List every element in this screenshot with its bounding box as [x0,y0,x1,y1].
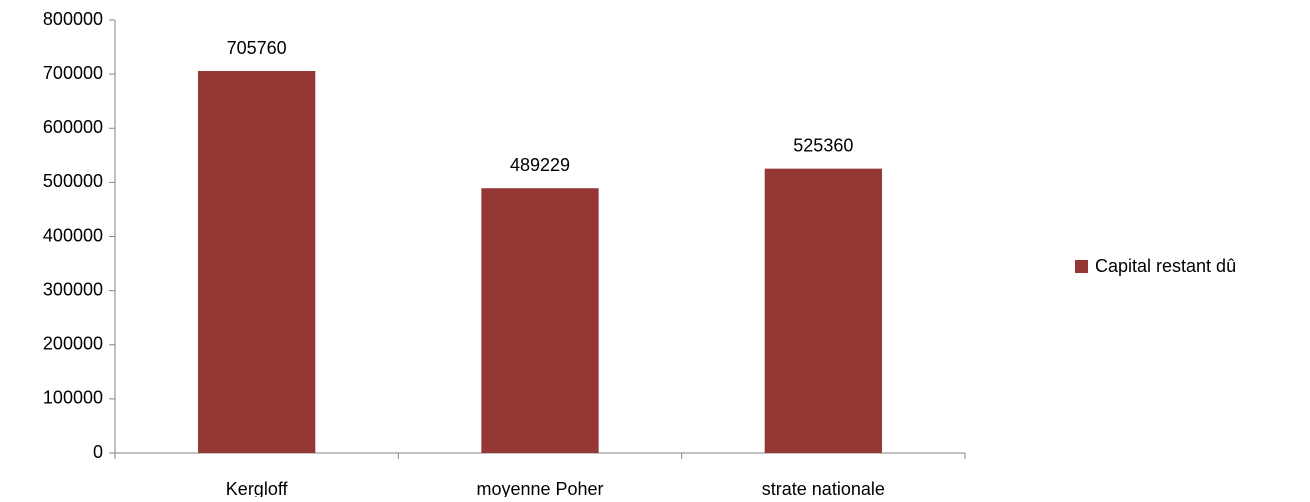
x-tick-label: moyenne Poher [476,479,603,497]
legend-label: Capital restant dû [1095,256,1236,276]
y-tick-label: 700000 [43,63,103,83]
y-tick-label: 400000 [43,225,103,245]
y-tick-label: 600000 [43,117,103,137]
y-tick-label: 800000 [43,9,103,29]
y-tick-label: 0 [93,442,103,462]
y-tick-label: 200000 [43,334,103,354]
x-tick-label: strate nationale [762,479,885,497]
y-tick-label: 100000 [43,388,103,408]
bar [764,168,882,453]
bar [198,71,316,454]
legend-swatch [1075,260,1088,273]
data-label: 705760 [227,38,287,58]
data-label: 525360 [793,135,853,155]
bar [481,188,599,453]
y-tick-label: 500000 [43,171,103,191]
y-tick-label: 300000 [43,279,103,299]
x-tick-label: Kergloff [226,479,289,497]
data-label: 489229 [510,155,570,175]
